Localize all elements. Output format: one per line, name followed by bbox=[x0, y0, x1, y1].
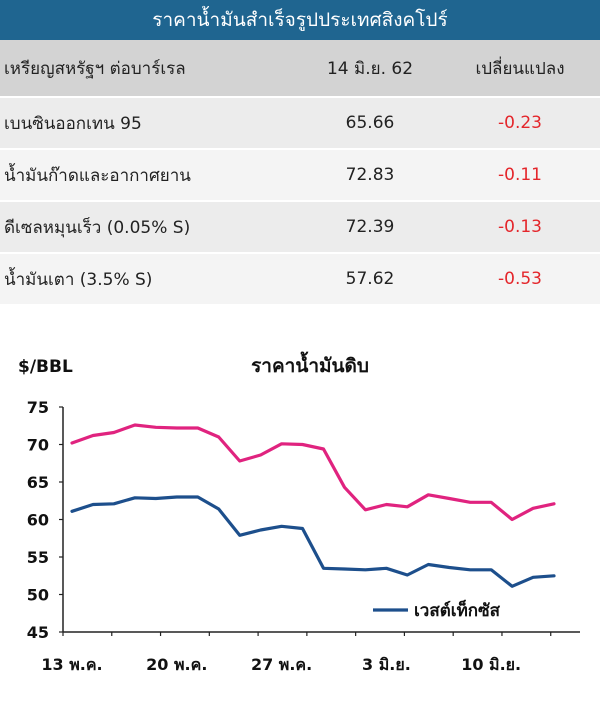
y-tick-label: 55 bbox=[27, 548, 49, 567]
chart-ylabel: $/BBL bbox=[18, 357, 73, 377]
row-price: 65.66 bbox=[345, 113, 395, 133]
row-change: -0.23 bbox=[498, 113, 542, 133]
row-price: 72.39 bbox=[345, 217, 395, 237]
row-price: 57.62 bbox=[345, 269, 395, 289]
price-table: เหรียญสหรัฐฯ ต่อบาร์เรล 14 มิ.ย. 62 เปลี… bbox=[0, 40, 600, 306]
x-tick-label: 20 พ.ค. bbox=[146, 655, 207, 674]
y-tick-label: 60 bbox=[27, 511, 49, 530]
y-tick-label: 65 bbox=[27, 473, 49, 492]
chart-svg: $/BBL ราคาน้ำมันดิบ 45 50 55 60 65 70 75 13 พ.ค… bbox=[18, 351, 580, 674]
series-line-0 bbox=[70, 423, 556, 522]
x-tick-label: 3 มิ.ย. bbox=[362, 655, 411, 674]
chart-title: ราคาน้ำมันดิบ bbox=[251, 351, 369, 377]
x-tick-label: 13 พ.ค. bbox=[41, 655, 102, 674]
table-banner: ราคาน้ำมันสำเร็จรูปประเทศสิงคโปร์ bbox=[0, 0, 600, 40]
table-row: ดีเซลหมุนเร็ว (0.05% S) 72.39 -0.13 bbox=[0, 202, 600, 254]
y-tick-label: 45 bbox=[27, 623, 49, 642]
row-name: น้ำมันก๊าดและอากาศยาน bbox=[4, 165, 191, 186]
header-unit: เหรียญสหรัฐฯ ต่อบาร์เรล bbox=[4, 58, 186, 79]
row-change: -0.53 bbox=[498, 269, 542, 289]
x-tick-label: 10 มิ.ย. bbox=[461, 655, 521, 674]
row-change: -0.13 bbox=[498, 217, 542, 237]
header-change: เปลี่ยนแปลง bbox=[475, 58, 565, 79]
table-header-row: เหรียญสหรัฐฯ ต่อบาร์เรล 14 มิ.ย. 62 เปลี… bbox=[0, 40, 600, 98]
row-name: เบนซินออกเทน 95 bbox=[4, 113, 142, 134]
header-date: 14 มิ.ย. 62 bbox=[326, 58, 414, 79]
legend-label: เวสต์เท็กซัส bbox=[414, 598, 501, 621]
y-tick-label: 70 bbox=[27, 436, 49, 455]
row-name: น้ำมันเตา (3.5% S) bbox=[4, 269, 153, 290]
y-tick-label: 75 bbox=[27, 398, 49, 417]
banner-title: ราคาน้ำมันสำเร็จรูปประเทศสิงคโปร์ bbox=[152, 9, 448, 31]
crude-price-chart: $/BBL ราคาน้ำมันดิบ 45 50 55 60 65 70 75 13 พ.ค… bbox=[0, 330, 600, 705]
x-tick-label: 27 พ.ค. bbox=[251, 655, 312, 674]
table-row: เบนซินออกเทน 95 65.66 -0.23 bbox=[0, 98, 600, 150]
y-tick-label: 50 bbox=[27, 586, 49, 605]
row-price: 72.83 bbox=[345, 165, 395, 185]
row-name: ดีเซลหมุนเร็ว (0.05% S) bbox=[4, 217, 191, 238]
series-line-1 bbox=[70, 495, 556, 588]
table-row: น้ำมันเตา (3.5% S) 57.62 -0.53 bbox=[0, 254, 600, 306]
table-row: น้ำมันก๊าดและอากาศยาน 72.83 -0.11 bbox=[0, 150, 600, 202]
row-change: -0.11 bbox=[498, 165, 542, 185]
